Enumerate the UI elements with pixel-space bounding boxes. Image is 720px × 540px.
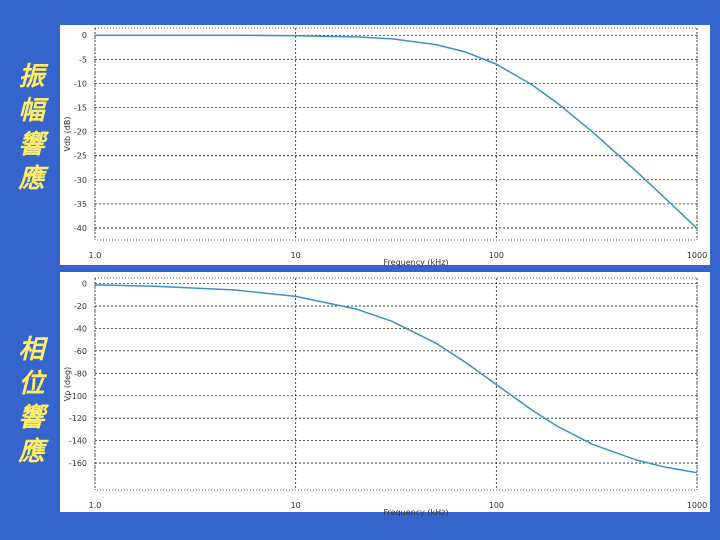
- plot-panel: [60, 25, 710, 265]
- y-tick-label: -40: [74, 324, 87, 333]
- y-tick-label: -60: [74, 347, 87, 356]
- y-tick-label: -15: [74, 104, 87, 113]
- y-tick-label: -120: [69, 414, 87, 423]
- side-label: 振幅響應: [14, 62, 44, 198]
- curve: [94, 284, 698, 474]
- x-tick-label: 10: [291, 251, 301, 260]
- y-tick-label: -10: [74, 79, 87, 88]
- x-tick-label: 100: [489, 251, 504, 260]
- y-tick-label: -35: [74, 200, 87, 209]
- y-tick-label: 0: [82, 280, 87, 289]
- y-tick-label: -5: [79, 55, 87, 64]
- curve: [95, 34, 698, 229]
- y-tick-label: -160: [69, 459, 87, 468]
- x-tick-label: 1000: [687, 501, 707, 510]
- y-tick-label: -80: [74, 369, 87, 378]
- y-axis-label: Vp (deg): [63, 367, 72, 401]
- y-tick-label: 0: [82, 31, 87, 40]
- x-tick-label: 1.0: [89, 251, 102, 260]
- y-tick-label: -100: [69, 392, 87, 401]
- x-axis-label: Frequency (kHz): [384, 258, 449, 267]
- x-tick-label: 100: [489, 501, 504, 510]
- side-label: 相位響應: [14, 335, 44, 471]
- x-tick-label: 1000: [687, 251, 707, 260]
- y-tick-label: -20: [74, 128, 87, 137]
- x-tick-label: 1.0: [89, 501, 102, 510]
- y-tick-label: -30: [74, 176, 87, 185]
- y-tick-label: -40: [74, 224, 87, 233]
- y-tick-label: -25: [74, 152, 87, 161]
- x-tick-label: 10: [291, 501, 301, 510]
- x-axis-label: Frequency (kHz): [384, 508, 449, 517]
- y-tick-label: -140: [69, 437, 87, 446]
- y-axis-label: Vdb (dB): [63, 117, 72, 152]
- y-tick-label: -20: [74, 302, 87, 311]
- plot-panel: [60, 272, 710, 512]
